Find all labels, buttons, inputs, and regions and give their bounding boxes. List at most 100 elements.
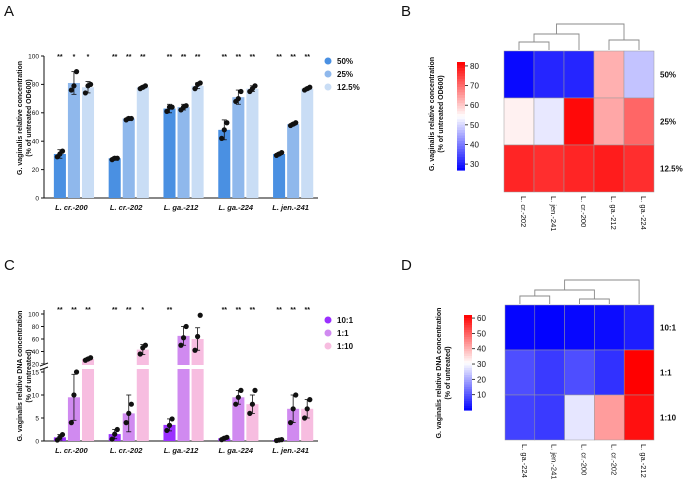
colorbar-segment [457, 78, 465, 82]
data-point [128, 115, 134, 122]
significance-mark: ** [250, 54, 256, 61]
colorbar-segment [464, 334, 472, 337]
colorbar-segment [457, 137, 465, 141]
bar-break-gap [177, 365, 191, 369]
data-point [68, 87, 74, 93]
heatmap-cell-25-l-jen-241 [533, 97, 565, 146]
significance-mark: ** [276, 307, 282, 314]
colorbar-segment [457, 83, 465, 87]
data-point [123, 420, 129, 426]
heatmap-cell-50-l-jen-241 [533, 50, 565, 99]
heatmap-cell-50-l-cr-200 [563, 50, 595, 99]
colorbar-segment [457, 148, 465, 152]
colorbar-segment [464, 338, 472, 342]
panel-d-heatmap: G. vaginalis relative DNA concentration … [436, 279, 677, 479]
y-tick-label: 60 [32, 336, 40, 343]
significance-mark: ** [126, 54, 132, 61]
colorbar-tick-label: 60 [477, 314, 486, 323]
colorbar-segment [457, 91, 465, 95]
panel-b-letter: B [401, 3, 411, 20]
significance-mark: ** [112, 54, 118, 61]
colorbar-segment [464, 353, 472, 356]
heatmap-cell-1-1-l-jen-241 [534, 349, 565, 396]
heatmap-cell-1-1-l-ga-212 [623, 349, 655, 396]
x-category-label: L. cr.-202 [110, 446, 143, 455]
colorbar-segment [457, 107, 465, 112]
significance-mark: ** [304, 54, 310, 61]
panel-b-ylabel-line2: (% of untreated OD600) [438, 75, 445, 152]
significance-mark: ** [57, 307, 63, 314]
panel-d-ylabel-line2: (% of untreated) [445, 346, 452, 399]
bar-12-5-l-cr-202 [136, 87, 149, 198]
significance-mark: ** [181, 54, 187, 61]
legend-label-1-1: 1:1 [337, 329, 349, 338]
colorbar-segment [457, 99, 465, 104]
colorbar-segment [464, 315, 472, 318]
data-point [307, 397, 313, 403]
colorbar-segment [464, 376, 472, 380]
data-point [142, 83, 149, 89]
data-point [304, 406, 310, 412]
significance-mark: ** [222, 307, 228, 314]
colorbar-segment [457, 62, 465, 66]
dendrogram-branch [556, 23, 625, 40]
colorbar-segment [464, 360, 472, 364]
heatmap-cell-12-5-l-ga-212 [593, 144, 625, 193]
bar-1-1-l-ga-224 [232, 397, 245, 441]
colorbar-segment [457, 156, 465, 160]
bar-50-l-ga-212 [163, 108, 176, 198]
y-tick-label: 40 [32, 349, 40, 356]
heatmap-column-label: L. cr.-202 [609, 444, 618, 475]
data-point [224, 434, 230, 440]
colorbar-segment [457, 129, 465, 133]
heatmap-column-label: L. cr.-202 [519, 196, 528, 227]
heatmap-cell-25-l-ga-224 [623, 97, 655, 146]
data-point [88, 81, 94, 87]
data-point [302, 415, 308, 421]
heatmap-cell-10-1-l-ga-212 [623, 304, 655, 351]
significance-mark: ** [250, 307, 256, 314]
panel-d-letter: D [401, 257, 412, 274]
axis-break-mark [39, 362, 49, 367]
colorbar-tick-label: 60 [470, 101, 479, 110]
y-tick-label: 10 [32, 392, 40, 399]
data-point [164, 108, 170, 114]
legend-label-50: 50% [337, 57, 353, 66]
panel-c-ylabel-line2: (% of untreated) [26, 349, 33, 402]
colorbar-segment [457, 140, 465, 144]
heatmap-column-label: L. jen.-241 [550, 444, 559, 479]
heatmap-column-label: L. ga.-224 [520, 444, 529, 478]
dendrogram-branch [518, 41, 550, 50]
colorbar-segment [464, 331, 472, 335]
legend-label-25: 25% [337, 70, 353, 79]
bar-1-10-l-cr-200 [81, 359, 95, 441]
colorbar-segment [457, 167, 465, 171]
heatmap-cell-12-5-l-jen-241 [533, 144, 565, 193]
panel-d-ylabel-line1: G. vaginalis relative DNA concentration [436, 308, 443, 439]
data-point [178, 342, 184, 348]
colorbar-segment [464, 319, 472, 323]
heatmap-row-label: 25% [660, 118, 676, 127]
heatmap-cell-25-l-ga-212 [593, 97, 625, 146]
colorbar-segment [457, 126, 465, 131]
bar-1-10-l-ga-212 [191, 339, 204, 441]
bar-12-5-l-cr-200 [81, 87, 95, 198]
colorbar-segment [464, 357, 472, 361]
data-point [114, 155, 120, 161]
colorbar-segment [464, 386, 472, 390]
colorbar-segment [457, 75, 465, 79]
significance-mark: ** [167, 307, 173, 314]
colorbar-segment [457, 164, 465, 168]
legend-swatch-50 [324, 57, 332, 65]
legend-swatch-10-1 [324, 316, 332, 324]
data-point [112, 431, 118, 437]
significance-mark: ** [236, 307, 242, 314]
colorbar-segment [457, 134, 465, 139]
colorbar-segment [464, 383, 472, 387]
bar-1-1-l-ga-212 [177, 335, 190, 441]
heatmap-cell-1-1-l-ga-224 [504, 349, 536, 396]
panel-c-bar-chart: G. vaginalis relative DNA concentration … [17, 307, 354, 455]
data-point [197, 312, 203, 318]
bar-break-gap [136, 365, 150, 369]
colorbar-segment [457, 113, 465, 117]
